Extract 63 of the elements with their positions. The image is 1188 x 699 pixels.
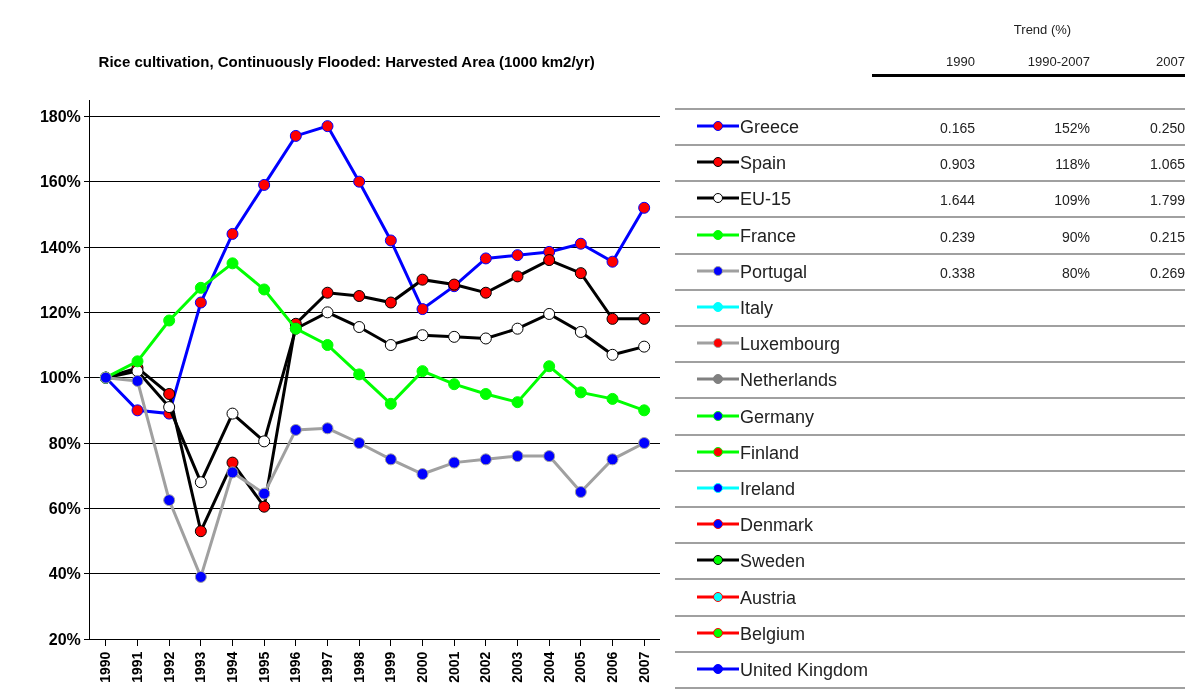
x-tick-label: 2003 xyxy=(509,651,526,683)
x-tick-label: 2006 xyxy=(604,651,621,683)
text: 0.239 xyxy=(939,228,975,245)
x-tick-label: 1995 xyxy=(255,651,272,683)
text: 1.644 xyxy=(939,192,975,209)
x-tick-label: 1994 xyxy=(224,651,241,683)
text: 1990-2007 xyxy=(1027,54,1090,69)
y-tick-label: 180% xyxy=(39,107,81,125)
legend-label: Germany xyxy=(740,406,815,428)
y-tick-label: 100% xyxy=(39,369,81,387)
x-tick-label: 1999 xyxy=(382,651,399,683)
text: 0.250 xyxy=(1149,120,1185,136)
text: Trend (%) xyxy=(1012,22,1073,37)
text: 0.269 xyxy=(1149,264,1185,281)
x-tick-label: 1992 xyxy=(160,651,177,683)
y-tick-label: 60% xyxy=(48,499,81,517)
y-tick-label: 160% xyxy=(39,173,81,191)
legend-label: Portugal xyxy=(740,261,808,283)
text: 90% xyxy=(1061,228,1090,245)
chart-title: Rice cultivation, Continuously Flooded: Harvested Area (1000 km2/yr) xyxy=(98,53,595,71)
x-tick-label: 1997 xyxy=(319,651,336,683)
y-tick-label: 140% xyxy=(39,238,81,256)
x-tick-label: 2001 xyxy=(445,651,462,683)
text: 118% xyxy=(1055,156,1090,173)
y-tick-label: 40% xyxy=(48,565,81,583)
text: 1.799 xyxy=(1149,192,1185,209)
x-tick-label: 1996 xyxy=(287,651,304,683)
text: 152% xyxy=(1054,120,1090,136)
y-tick-label: 80% xyxy=(48,434,81,452)
x-tick-label: 2004 xyxy=(540,651,557,683)
x-tick-label: 2007 xyxy=(635,651,652,683)
legend-label: Italy xyxy=(740,298,774,319)
legend-label: Belgium xyxy=(740,623,806,645)
x-tick-label: 2002 xyxy=(477,651,494,683)
x-tick-label: 1998 xyxy=(350,651,367,683)
x-tick-label: 2000 xyxy=(414,651,431,683)
text: 80% xyxy=(1061,264,1090,281)
x-tick-label: 1993 xyxy=(192,651,209,683)
legend-label: Ireland xyxy=(740,479,796,500)
legend-label: United Kingdom xyxy=(740,660,869,681)
legend-label: Finland xyxy=(740,442,800,464)
y-tick-label: 120% xyxy=(39,303,81,321)
legend-label: Denmark xyxy=(740,515,814,537)
legend-label: EU-15 xyxy=(740,189,792,211)
legend-label: Luxembourg xyxy=(740,334,841,356)
text: 0.338 xyxy=(939,264,975,281)
legend-label: Sweden xyxy=(740,551,806,573)
legend-label: Spain xyxy=(740,153,787,175)
legend-label: Austria xyxy=(740,587,797,609)
legend-label: Netherlands xyxy=(740,370,838,392)
text: 2007 xyxy=(1156,54,1185,69)
x-tick-label: 1990 xyxy=(97,651,114,683)
text: 1990 xyxy=(946,54,975,69)
text: 0.903 xyxy=(939,156,975,173)
x-tick-label: 1991 xyxy=(129,651,146,683)
text: 0.215 xyxy=(1149,228,1185,245)
text: 0.165 xyxy=(939,120,975,136)
legend-label: Greece xyxy=(740,117,800,138)
x-tick-label: 2005 xyxy=(572,651,589,683)
legend-label: France xyxy=(740,225,797,247)
text: 109% xyxy=(1054,192,1090,209)
text: 1.065 xyxy=(1149,156,1185,173)
y-tick-label: 20% xyxy=(48,630,81,648)
